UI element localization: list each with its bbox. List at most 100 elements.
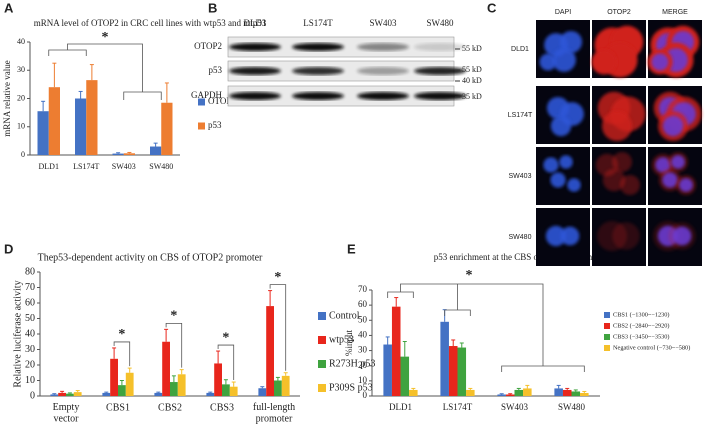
y-tick-label: 0 xyxy=(363,390,368,400)
bracket xyxy=(501,365,585,372)
bar xyxy=(222,384,230,396)
legend-label: Control xyxy=(329,310,360,321)
bar xyxy=(177,374,186,396)
blot-band xyxy=(414,43,466,51)
chart-title: p53 enrichment at the CBS of OTOP2 promo… xyxy=(434,252,607,262)
legend-swatch xyxy=(198,122,205,130)
bracket xyxy=(217,344,235,381)
y-axis-label: %input xyxy=(344,330,354,356)
cytoplasm xyxy=(602,168,626,192)
bar xyxy=(571,391,581,396)
y-tick-label: 40 xyxy=(25,328,35,339)
blot-band xyxy=(414,92,466,100)
bar xyxy=(112,153,124,155)
bar xyxy=(391,306,401,396)
y-tick-label: 10 xyxy=(25,375,35,386)
x-tick-label: DLD1 xyxy=(39,162,59,171)
legend-swatch xyxy=(604,345,610,351)
column-label: OTOP2 xyxy=(607,9,631,16)
blot-band xyxy=(414,67,466,75)
y-tick-label: 30 xyxy=(358,345,368,355)
legend-swatch xyxy=(604,312,610,318)
nucleus xyxy=(543,157,559,173)
blot-band xyxy=(292,43,344,51)
bracket xyxy=(123,91,162,100)
legend-swatch xyxy=(318,384,326,392)
bar xyxy=(50,394,59,396)
y-tick-label: 30 xyxy=(25,344,35,355)
x-tick-label: Empty vector xyxy=(53,402,80,425)
lane-label: LS174T xyxy=(303,18,333,28)
legend-swatch xyxy=(318,312,326,320)
x-tick-label: SW403 xyxy=(112,162,136,171)
y-tick-label: 20 xyxy=(358,360,368,370)
row-label: LS174T xyxy=(508,112,533,119)
bracket xyxy=(444,309,471,316)
column-label: MERGE xyxy=(662,9,688,16)
bar xyxy=(75,98,87,155)
row-label: SW480 xyxy=(509,234,532,241)
bar xyxy=(125,372,134,396)
bar xyxy=(505,394,515,396)
bracket xyxy=(400,283,544,366)
x-tick-label: CBS1 xyxy=(106,402,130,413)
bar xyxy=(554,388,563,396)
bar xyxy=(274,380,282,396)
legend-label: Negative control (−730~−580) xyxy=(613,344,690,351)
y-tick-label: 80 xyxy=(25,266,35,277)
y-tick-label: 60 xyxy=(25,297,35,308)
bar xyxy=(73,392,82,396)
bar xyxy=(440,321,449,396)
legend-label: CBS3 (−3450~−3530) xyxy=(613,333,670,340)
panel-letter: A xyxy=(4,0,14,15)
bar xyxy=(161,102,173,155)
x-tick-label: LS174T xyxy=(73,162,99,171)
legend-label: CBS1 (−1300~−1230) xyxy=(613,311,670,318)
y-tick-label: 30 xyxy=(17,65,25,74)
legend-label: p53 xyxy=(208,120,222,130)
bar xyxy=(229,386,238,396)
bar xyxy=(400,356,410,396)
bar xyxy=(281,375,290,396)
nucleus xyxy=(655,157,671,173)
annotation: * xyxy=(466,268,473,283)
blot-band xyxy=(229,43,281,51)
annotation: * xyxy=(118,327,125,342)
marker-label: 55 kD xyxy=(462,65,482,74)
bar xyxy=(457,347,467,396)
nucleus xyxy=(552,48,576,72)
nucleus xyxy=(550,115,572,137)
nucleus xyxy=(559,30,583,54)
y-tick-label: 50 xyxy=(25,313,35,324)
blot-band xyxy=(292,92,344,100)
bar xyxy=(118,385,126,396)
bracket xyxy=(48,49,87,56)
annotation: * xyxy=(102,30,109,45)
marker-label: 40 kD xyxy=(462,76,482,85)
bracket xyxy=(165,322,183,368)
nucleus xyxy=(545,225,567,247)
bar xyxy=(170,382,178,396)
bar xyxy=(154,392,163,396)
bar xyxy=(580,392,589,396)
x-tick-label: DLD1 xyxy=(389,402,412,412)
y-tick-label: 40 xyxy=(17,37,25,46)
cytoplasm xyxy=(591,49,617,75)
y-tick-label: 10 xyxy=(17,122,25,131)
bar xyxy=(37,111,49,155)
row-label: p53 xyxy=(209,65,223,75)
bar xyxy=(497,394,506,396)
blot-band xyxy=(357,67,409,75)
x-tick-label: CBS3 xyxy=(210,402,234,413)
y-tick-label: 50 xyxy=(358,314,368,324)
chart-title: mRNA level of OTOP2 in CRC cell lines wi… xyxy=(34,18,267,28)
bar xyxy=(409,389,418,396)
nucleus xyxy=(672,226,692,246)
lane-label: DLD1 xyxy=(244,18,267,28)
y-tick-label: 70 xyxy=(25,282,35,293)
bar xyxy=(110,358,118,396)
y-tick-label: 20 xyxy=(25,359,35,370)
annotation: * xyxy=(222,330,229,345)
row-label: OTOP2 xyxy=(194,41,222,51)
nucleus xyxy=(550,172,566,188)
